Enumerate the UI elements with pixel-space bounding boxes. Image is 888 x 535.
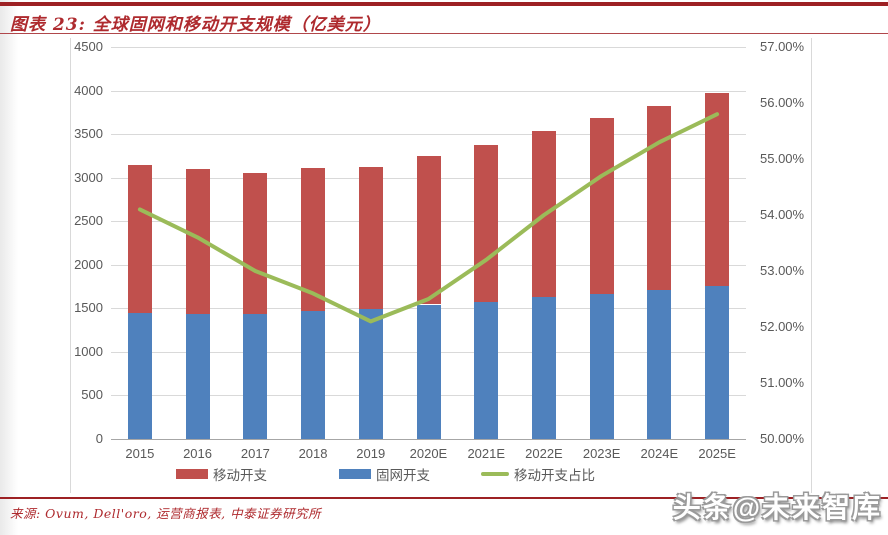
y-axis-tick-left: 4500 — [74, 39, 103, 54]
bar-segment-fixed — [127, 313, 152, 439]
y-axis-tick-left: 2000 — [74, 256, 103, 272]
legend-item: 移动开支占比 — [481, 466, 595, 483]
x-axis-label: 2016 — [183, 446, 212, 461]
legend-swatch-bar — [176, 469, 208, 479]
y-axis-tick-right: 57.00% — [760, 39, 805, 54]
bar-segment-mobile — [358, 167, 383, 309]
y-axis-tick-left: 3000 — [74, 169, 103, 185]
bar-segment-fixed — [358, 308, 383, 439]
title-underline-rule — [0, 33, 888, 34]
bar-segment-fixed — [589, 293, 614, 439]
y-axis-tick-right: 56.00% — [760, 95, 805, 110]
y-axis-tick-right: 50.00% — [760, 431, 805, 446]
y-axis-tick-right: 52.00% — [760, 319, 805, 334]
bar-segment-fixed — [243, 314, 268, 439]
y-axis-tick-left: 2500 — [74, 213, 103, 229]
source-text: 来源: Ovum, Dell'oro, 运营商报表, 中泰证券研究所 — [10, 506, 322, 521]
bar-segment-fixed — [416, 304, 441, 439]
y-axis-tick-right: 54.00% — [760, 207, 805, 222]
bar-segment-fixed — [185, 313, 210, 439]
ratio-line — [137, 112, 720, 324]
bar-segment-fixed — [647, 290, 672, 439]
x-axis-label: 2024E — [640, 446, 679, 461]
legend-item: 移动开支 — [176, 466, 267, 483]
gridline — [111, 134, 746, 136]
bar-segment-mobile — [243, 173, 268, 315]
y-axis-tick-left: 1000 — [74, 343, 103, 359]
bar-segment-fixed — [474, 301, 499, 439]
bar-segment-mobile — [301, 168, 325, 311]
y-axis-tick-left: 3500 — [74, 126, 103, 142]
y-axis-tick-left: 500 — [81, 387, 103, 403]
x-axis-label: 2017 — [240, 446, 270, 461]
x-axis-label: 2021E — [467, 446, 506, 461]
y-axis-tick-right: 55.00% — [760, 151, 805, 166]
page-edge-shade — [0, 0, 18, 535]
y-axis-tick-right: 53.00% — [760, 263, 805, 278]
bar-segment-mobile — [416, 155, 441, 305]
x-axis-line — [111, 439, 746, 440]
top-rule — [0, 2, 888, 6]
legend-label: 固网开支 — [376, 468, 430, 483]
bar-segment-fixed — [705, 286, 730, 439]
chart-canvas: 0 500 1000 1500 2000 2500 3000 3500 4000 4500 50.… — [70, 38, 812, 493]
gridline — [111, 90, 746, 92]
x-axis-label: 2019 — [356, 446, 386, 461]
x-axis-label: 2023E — [582, 446, 621, 461]
bar-segment-mobile — [474, 145, 499, 302]
legend-swatch-line — [481, 472, 509, 476]
bar-segment-mobile — [705, 93, 730, 287]
x-axis-label: 2022E — [525, 446, 563, 461]
bar-segment-fixed — [532, 297, 556, 439]
gridline — [111, 47, 746, 48]
x-axis-label: 2025E — [698, 446, 736, 461]
watermark: 头条@未来智库 — [672, 492, 882, 523]
y-axis-tick-left: 4000 — [74, 82, 103, 98]
bar-segment-mobile — [589, 118, 614, 294]
x-axis-label: 2015 — [125, 446, 155, 461]
bar-segment-fixed — [301, 310, 325, 439]
legend-label: 移动开支 — [213, 468, 267, 483]
x-axis-label: 2020E — [409, 446, 448, 461]
legend-item: 固网开支 — [339, 466, 430, 483]
x-axis-label: 2018 — [298, 446, 328, 461]
bar-segment-mobile — [127, 164, 152, 313]
y-axis-tick-left: 1500 — [74, 300, 103, 316]
legend-label: 移动开支占比 — [514, 468, 595, 483]
y-axis-tick-left: 0 — [95, 431, 103, 446]
ratio-line-layer — [137, 112, 720, 324]
y-axis-tick-right: 51.00% — [760, 375, 805, 390]
chart-title: 图表 23: 全球固网和移动开支规模（亿美元） — [10, 15, 381, 35]
legend-swatch-bar — [339, 469, 371, 479]
bottom-rule — [0, 497, 888, 499]
